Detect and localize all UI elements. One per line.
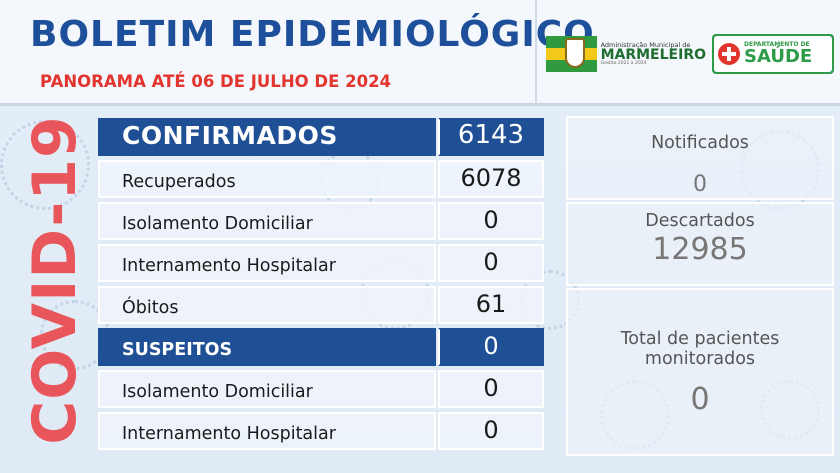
notificados-label: Notificados (651, 133, 749, 153)
health-logo-name: SAÚDE (744, 46, 813, 67)
row-obitos: Óbitos 61 (98, 286, 544, 324)
health-cross-icon (718, 43, 740, 65)
isolamento-suspeitos-label: Isolamento Domiciliar (122, 382, 313, 402)
obitos-value: 61 (475, 290, 507, 318)
internamento-suspeitos-label: Internamento Hospitalar (122, 424, 336, 444)
monitorados-label-line1: Total de pacientes (620, 329, 780, 349)
isolamento-suspeitos-value: 0 (483, 374, 499, 402)
confirmados-value: 6143 (457, 120, 525, 150)
obitos-label: Óbitos (122, 298, 179, 318)
recuperados-label: Recuperados (122, 172, 236, 192)
covid-label-text: COVID-19 (20, 115, 91, 445)
municipality-crest-icon (546, 36, 597, 72)
municipality-logo: Administração Municipal de MARMELEIRO Ge… (546, 34, 706, 74)
internamento-suspeitos-value: 0 (483, 416, 499, 444)
monitorados-label-line2: monitorados (644, 349, 756, 369)
row-isolamento-confirmados: Isolamento Domiciliar 0 (98, 202, 544, 240)
internamento-confirmados-label: Internamento Hospitalar (122, 256, 336, 276)
page-title: BOLETIM EPIDEMIOLÓGICO (30, 14, 595, 55)
row-confirmados: CONFIRMADOS 6143 (98, 118, 544, 156)
suspeitos-value: 0 (483, 332, 499, 360)
page-subtitle: PANORAMA ATÉ 06 DE JULHO DE 2024 (40, 72, 392, 91)
recuperados-value: 6078 (460, 164, 522, 192)
notificados-box: Notificados 0 (566, 116, 834, 200)
virus-decoration (0, 120, 90, 210)
isolamento-confirmados-label: Isolamento Domiciliar (122, 214, 313, 234)
header-divider (535, 0, 537, 106)
internamento-confirmados-value: 0 (483, 248, 499, 276)
covid-side-label: COVID-19 (16, 115, 94, 445)
descartados-box: Descartados 12985 (566, 202, 834, 286)
isolamento-confirmados-value: 0 (483, 206, 499, 234)
descartados-label: Descartados (645, 211, 755, 231)
summary-panel: Notificados 0 Descartados 12985 Total de… (566, 116, 834, 458)
header: BOLETIM EPIDEMIOLÓGICO PANORAMA ATÉ 06 D… (0, 0, 840, 106)
suspeitos-label: SUSPEITOS (122, 340, 233, 360)
monitorados-box: Total de pacientes monitorados 0 (566, 288, 834, 456)
health-department-logo: DEPARTAMENTO DE SAÚDE (712, 34, 834, 74)
row-recuperados: Recuperados 6078 (98, 160, 544, 198)
descartados-value: 12985 (652, 232, 748, 267)
monitorados-value: 0 (690, 382, 710, 417)
health-logo-top-text: DEPARTAMENTO DE (744, 41, 810, 48)
municipality-logo-name: MARMELEIRO (600, 47, 706, 63)
notificados-value: 0 (693, 172, 707, 197)
row-suspeitos: SUSPEITOS 0 (98, 328, 544, 366)
row-internamento-suspeitos: Internamento Hospitalar 0 (98, 412, 544, 450)
confirmados-label: CONFIRMADOS (122, 121, 338, 150)
row-internamento-confirmados: Internamento Hospitalar 0 (98, 244, 544, 282)
row-isolamento-suspeitos: Isolamento Domiciliar 0 (98, 370, 544, 408)
municipality-logo-top-text: Administração Municipal de (600, 40, 691, 49)
municipality-logo-bottom-text: Gestão 2021 a 2024 (600, 61, 647, 66)
